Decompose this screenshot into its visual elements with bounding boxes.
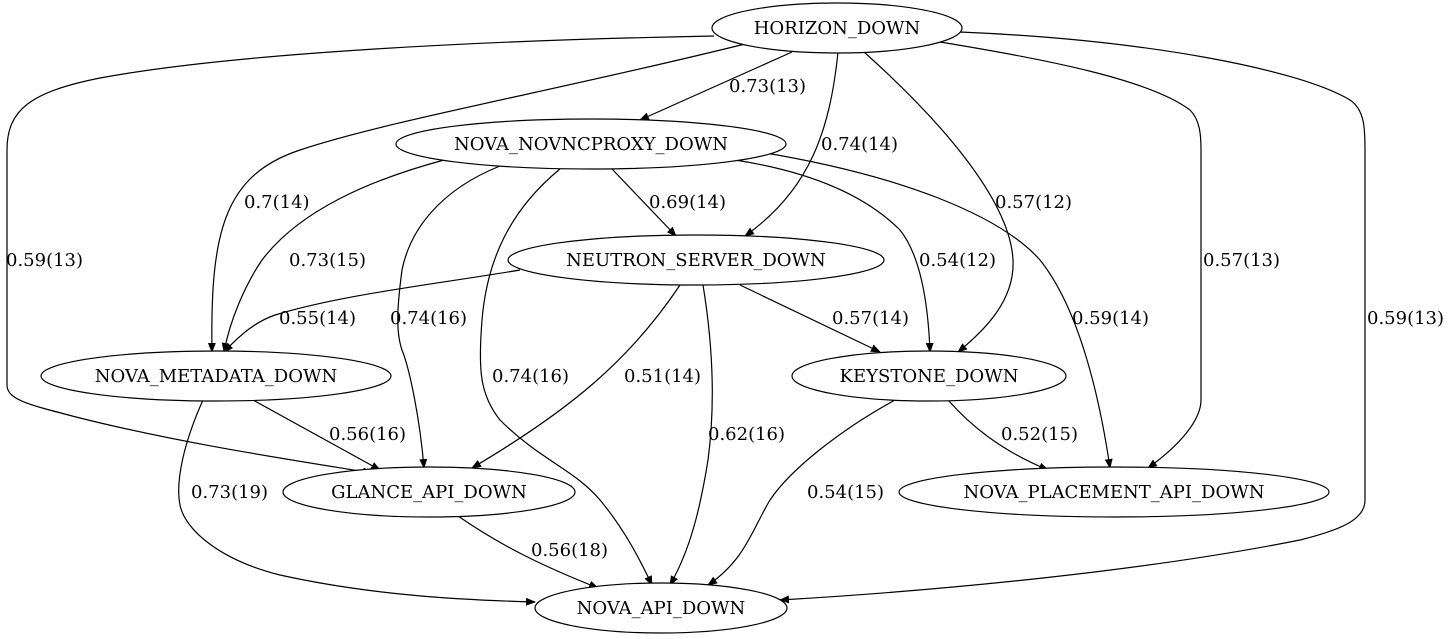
node-ellipse <box>534 582 788 634</box>
node-nova-novncproxy-down: NOVA_NOVNCPROXY_DOWN <box>395 118 787 170</box>
edge-novnc-to-metadata <box>221 159 445 353</box>
edge-label-novnc-keystone: 0.54(12) <box>919 250 996 271</box>
edge-neutron-to-metadata <box>223 269 521 353</box>
edge-horizon-to-glance <box>6 35 715 476</box>
edge-horizon-to-novnc <box>639 51 793 121</box>
node-nova-placement-api-down: NOVA_PLACEMENT_API_DOWN <box>898 466 1330 518</box>
node-glance-api-down: GLANCE_API_DOWN <box>282 466 576 518</box>
edge-label-neutron-glance: 0.51(14) <box>624 366 701 387</box>
node-nova-metadata-down: NOVA_METADATA_DOWN <box>40 350 392 402</box>
edge-label-neutron-keystone: 0.57(14) <box>832 308 909 329</box>
edge-label-horizon-keystone: 0.57(12) <box>995 192 1072 213</box>
edge-label-horizon-metadata: 0.7(14) <box>244 192 310 213</box>
edge-label-neutron-metadata: 0.55(14) <box>279 308 356 329</box>
node-label-keystone-down: KEYSTONE_DOWN <box>840 366 1019 387</box>
edge-label-novnc-glance: 0.74(16) <box>390 308 467 329</box>
edge-novnc-to-placement <box>759 151 1113 469</box>
edge-label-horizon-glance: 0.59(13) <box>6 250 83 271</box>
edge-label-keystone-placement: 0.52(15) <box>1001 424 1078 445</box>
node-ellipse <box>898 466 1330 518</box>
edge-label-novnc-nova-api: 0.74(16) <box>492 366 569 387</box>
edge-label-keystone-nova-api: 0.54(15) <box>807 482 884 503</box>
edge-keystone-to-nova-api <box>707 399 896 586</box>
edge-neutron-to-keystone <box>739 284 881 353</box>
node-label-horizon-down: HORIZON_DOWN <box>754 18 921 39</box>
node-ellipse <box>40 350 392 402</box>
edge-label-metadata-glance: 0.56(16) <box>329 424 406 445</box>
edge-label-horizon-placement: 0.57(13) <box>1203 250 1280 271</box>
edge-novnc-to-neutron <box>611 168 677 237</box>
edge-keystone-to-placement <box>947 399 1049 471</box>
edge-label-neutron-nova-api: 0.62(16) <box>708 424 785 445</box>
node-horizon-down: HORIZON_DOWN <box>711 2 963 54</box>
node-ellipse <box>791 350 1067 402</box>
edge-horizon-to-metadata <box>207 43 746 353</box>
node-ellipse <box>711 2 963 54</box>
node-label-nova-novncproxy-down: NOVA_NOVNCPROXY_DOWN <box>454 134 728 155</box>
node-label-glance-api-down: GLANCE_API_DOWN <box>331 482 527 503</box>
node-label-nova-placement-api-down: NOVA_PLACEMENT_API_DOWN <box>964 482 1265 503</box>
node-label-nova-api-down: NOVA_API_DOWN <box>577 598 746 619</box>
nodes: HORIZON_DOWN NOVA_NOVNCPROXY_DOWN NEUTRO… <box>40 2 1330 634</box>
edge-metadata-to-nova-api <box>178 399 536 606</box>
edge-horizon-to-nova-api <box>779 31 1366 604</box>
node-ellipse <box>507 234 885 286</box>
edge-label-horizon-nova-api: 0.59(13) <box>1367 308 1444 329</box>
edge-label-novnc-neutron: 0.69(14) <box>649 192 726 213</box>
edge-label-metadata-nova-api: 0.73(19) <box>191 482 268 503</box>
node-neutron-server-down: NEUTRON_SERVER_DOWN <box>507 234 885 286</box>
edge-label-novnc-metadata: 0.73(15) <box>289 250 366 271</box>
node-label-nova-metadata-down: NOVA_METADATA_DOWN <box>95 366 337 387</box>
edge-glance-to-nova-api <box>457 515 599 589</box>
node-label-neutron-server-down: NEUTRON_SERVER_DOWN <box>566 250 826 271</box>
node-nova-api-down: NOVA_API_DOWN <box>534 582 788 634</box>
edge-novnc-to-keystone <box>734 159 934 353</box>
edge-label-horizon-novnc: 0.73(13) <box>729 76 806 97</box>
edge-horizon-to-keystone <box>863 51 1014 353</box>
edge-horizon-to-placement <box>939 41 1202 469</box>
edge-label-novnc-placement: 0.59(14) <box>1072 308 1149 329</box>
edge-labels: 0.73(13) 0.74(14) 0.7(14) 0.59(13) 0.57(… <box>6 76 1444 561</box>
edge-label-horizon-neutron: 0.74(14) <box>821 134 898 155</box>
edge-novnc-to-glance <box>397 165 501 469</box>
edge-neutron-to-glance <box>471 284 681 469</box>
node-ellipse <box>395 118 787 170</box>
edges <box>6 31 1366 606</box>
edge-metadata-to-glance <box>252 399 381 471</box>
node-ellipse <box>282 466 576 518</box>
edge-horizon-to-neutron <box>744 51 839 237</box>
node-keystone-down: KEYSTONE_DOWN <box>791 350 1067 402</box>
edge-neutron-to-nova-api <box>669 284 713 586</box>
edge-label-glance-nova-api: 0.56(18) <box>531 540 608 561</box>
edge-novnc-to-nova-api <box>479 168 653 586</box>
